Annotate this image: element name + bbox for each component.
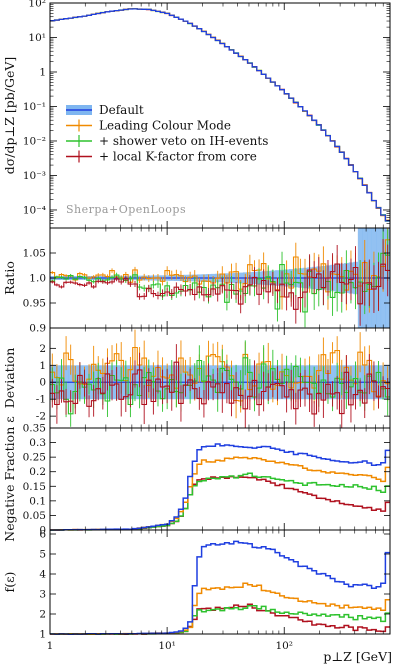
feps-ytick-label: 5	[39, 549, 46, 561]
deviation-ytick-label: -1	[36, 394, 46, 406]
main-ytick-label: 10⁻²	[23, 135, 46, 147]
feps-ytick-label: 2	[39, 609, 46, 621]
x-tick-label: 10¹	[158, 640, 176, 652]
watermark-text: Sherpa+OpenLoops	[66, 203, 186, 216]
feps-ytick-label: 1	[39, 629, 46, 641]
negfrac-ytick-label: 0.25	[23, 452, 46, 464]
negfrac-ytick-label: 0.3	[29, 437, 46, 449]
main-ytick-label: 10²	[28, 0, 46, 10]
deviation-ytick-label: -2	[36, 411, 46, 423]
negfrac-ytick-label: 0.15	[23, 481, 46, 493]
deviation-ylabel: Deviation	[2, 348, 17, 409]
feps-ytick-label: 3	[39, 589, 46, 601]
x-axis-label: p⊥Z [GeV]	[323, 649, 392, 664]
negfrac-ytick-label: 0.05	[23, 510, 46, 522]
feps-ytick-label: 4	[39, 569, 46, 581]
x-tick-label: 10²	[275, 640, 293, 652]
panel-frame	[49, 529, 391, 635]
deviation-ytick-label: 1	[39, 360, 46, 372]
negfrac-curve-default	[50, 443, 390, 531]
x-tick-label: 1	[47, 640, 54, 652]
negfrac-ytick-label: 0.1	[29, 495, 46, 507]
x-axis-ticks: 1 10¹ 10²	[47, 3, 391, 652]
ratio-ylabel: Ratio	[2, 261, 17, 295]
ratio-ytick-label: 0.95	[23, 298, 46, 310]
negfrac-curve-leading_colour	[50, 456, 390, 531]
ratio-ytick-label: 1.0	[29, 273, 46, 285]
main-ytick-label: 10⁻³	[23, 170, 46, 182]
negfrac-ylabel: Negative Fraction ε	[2, 416, 17, 541]
feps-ytick-label: 6	[39, 529, 46, 541]
main-ylabel: dσ/dp⊥Z [pb/GeV]	[2, 57, 17, 175]
negfrac-panel-curves: 0.35 0.3 0.25 0.2 0.15 0.1 0.05 0 Negative Fract…	[2, 416, 390, 542]
feps-panel-curves: 6 5 4 3 2 1 f(ε)	[2, 529, 390, 641]
main-curve-default	[50, 8, 390, 222]
main-ytick-label: 10⁻⁴	[23, 204, 46, 216]
legend-label-local_kfactor: + local K-factor from core	[99, 150, 257, 164]
negfrac-ytick-label: 0.2	[29, 466, 46, 478]
deviation-ytick-label: 2	[39, 343, 46, 355]
ratio-ytick-label: 0.9	[29, 323, 46, 335]
legend: Default Leading Colour Mode+ shower veto …	[66, 103, 268, 164]
main-ytick-label: 10¹	[28, 32, 46, 44]
main-ytick-label: 1	[39, 66, 46, 78]
legend-label-leading_colour: Leading Colour Mode	[99, 119, 231, 133]
legend-label-shower_veto: + shower veto on IH-events	[99, 134, 268, 148]
legend-label-default: Default	[99, 103, 144, 117]
negfrac-ytick-label: 0.35	[23, 423, 46, 435]
deviation-ytick-label: 0	[39, 377, 46, 389]
feps-ylabel: f(ε)	[2, 572, 17, 593]
main-panel-curves: 10² 10¹ 1 10⁻¹ 10⁻² 10⁻³ 10⁻⁴ dσ/dp⊥Z [pb/GeV]	[2, 0, 390, 224]
ratio-panel-curves: 1.05 1.0 0.95 0.9 Ratio	[2, 228, 390, 335]
feps-curve-shower_veto	[50, 604, 390, 635]
ratio-ytick-label: 1.05	[23, 248, 46, 260]
main-ytick-label: 10⁻¹	[23, 101, 46, 113]
negfrac-ytick-label: 0	[39, 525, 46, 537]
deviation-panel-curves: 2 1 0 -1 -2 Deviation	[2, 329, 390, 428]
